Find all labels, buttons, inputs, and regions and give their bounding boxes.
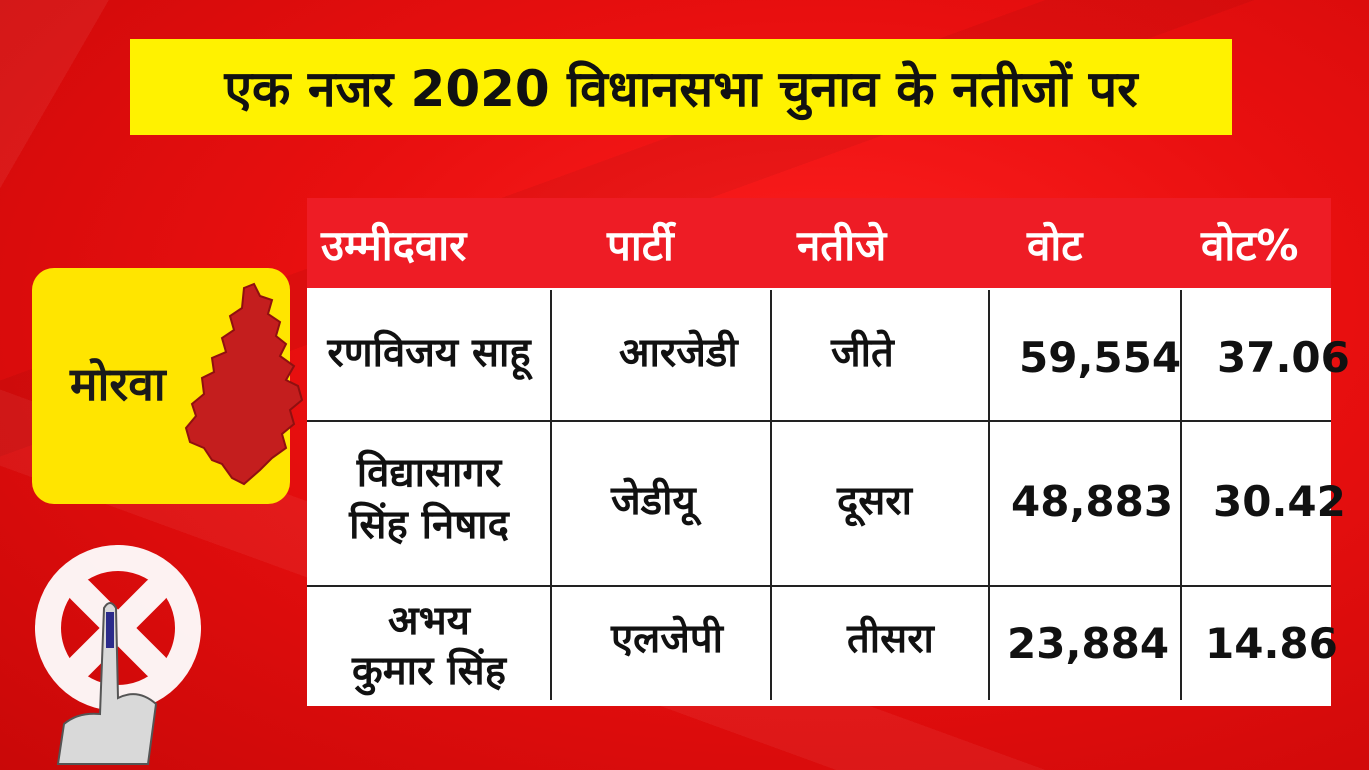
- vote-count: 59,554: [1019, 333, 1182, 382]
- row-divider: [307, 420, 1331, 422]
- vote-percent: 30.42: [1213, 477, 1346, 526]
- header-candidate: उम्मीदवार: [321, 221, 467, 270]
- column-divider: [1180, 290, 1182, 700]
- results-table: उम्मीदवार पार्टी नतीजे वोट वोट% रणविजय स…: [307, 198, 1350, 706]
- candidate-name-line-1: विद्यासागर: [356, 450, 502, 496]
- header-result: नतीजे: [797, 221, 887, 270]
- candidate-name-line-1: अभय: [388, 598, 470, 644]
- constituency-card: मोरवा: [32, 268, 304, 504]
- header-votes: वोट: [1027, 221, 1083, 270]
- page-title: एक नजर 2020 विधानसभा चुनाव के नतीजों पर: [224, 60, 1138, 118]
- result-status: जीते: [831, 330, 894, 376]
- candidate-name: रणविजय साहू: [327, 330, 531, 376]
- column-divider: [770, 290, 772, 700]
- party-name: एलजेपी: [611, 616, 723, 662]
- table-header: उम्मीदवार पार्टी नतीजे वोट वोट%: [307, 198, 1331, 288]
- vote-percent: 37.06: [1217, 333, 1350, 382]
- constituency-name: मोरवा: [70, 357, 166, 411]
- title-banner: एक नजर 2020 विधानसभा चुनाव के नतीजों पर: [130, 39, 1232, 135]
- constituency-map-icon: [184, 282, 304, 486]
- vote-count: 48,883: [1011, 477, 1174, 526]
- party-name: आरजेडी: [619, 330, 738, 376]
- header-vote-percent: वोट%: [1201, 221, 1299, 270]
- candidate-name-line-2: कुमार सिंह: [352, 648, 506, 694]
- vote-percent: 14.86: [1205, 619, 1338, 668]
- candidate-name-line-2: सिंह निषाद: [349, 502, 509, 548]
- ballot-swastik-inked-finger-icon: [35, 545, 201, 765]
- result-status: दूसरा: [837, 478, 912, 524]
- row-divider: [307, 585, 1331, 587]
- header-party: पार्टी: [607, 221, 674, 270]
- column-divider: [988, 290, 990, 700]
- column-divider: [550, 290, 552, 700]
- result-status: तीसरा: [847, 616, 934, 662]
- party-name: जेडीयू: [611, 478, 696, 524]
- vote-count: 23,884: [1007, 619, 1170, 668]
